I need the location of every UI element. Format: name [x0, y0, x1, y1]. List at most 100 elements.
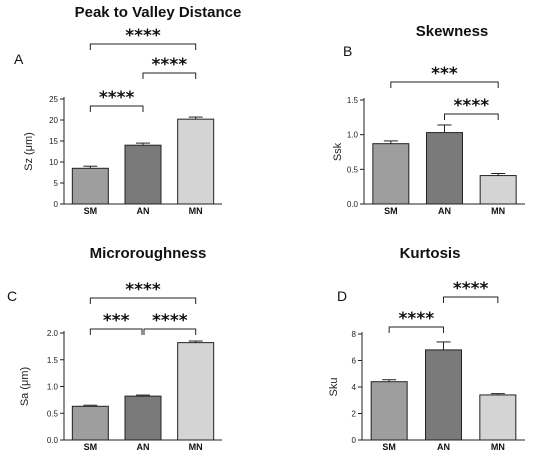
y-axis-label: Sz (μm)	[23, 132, 35, 171]
y-tick-label: 0.0	[47, 436, 59, 445]
y-tick-label: 0.5	[347, 165, 359, 174]
bar-mn	[479, 394, 517, 441]
bar-sm	[370, 381, 408, 441]
y-tick-label: 2.0	[47, 329, 59, 338]
significance-label: ***	[103, 311, 130, 331]
y-tick-label: 0	[352, 436, 357, 445]
panel-label: D	[337, 288, 347, 304]
y-tick-label: 10	[49, 158, 58, 167]
category-label: AN	[137, 206, 150, 216]
bar-an	[425, 349, 462, 441]
y-tick-label: 1.0	[347, 131, 359, 140]
category-label: MN	[189, 206, 203, 216]
error-bar	[83, 165, 98, 169]
significance-label: ****	[453, 279, 489, 299]
significance-label: ****	[399, 309, 435, 329]
error-bar	[491, 172, 506, 176]
bracket-line	[443, 296, 499, 303]
panel-label: C	[7, 288, 17, 304]
y-tick-label: 6	[352, 357, 357, 366]
significance-label: ****	[125, 26, 161, 46]
significance-label: ****	[99, 88, 135, 108]
error-bar	[83, 404, 98, 407]
bar-an	[124, 144, 162, 205]
bar-sm	[372, 143, 410, 205]
significance-bracket: ****	[443, 279, 499, 303]
bracket-line	[142, 72, 197, 79]
panel-label: A	[14, 51, 24, 67]
bracket-line	[89, 105, 144, 112]
error-bar	[188, 340, 203, 343]
significance-bracket: ****	[444, 96, 499, 120]
category-label: AN	[438, 206, 451, 216]
significance-bracket: ****	[89, 26, 197, 50]
chart-title: Skewness	[416, 23, 489, 40]
y-tick-label: 2	[352, 410, 357, 419]
y-axis-label: Sa (μm)	[19, 367, 31, 406]
significance-label: ****	[152, 55, 188, 75]
y-tick-label: 1.5	[347, 96, 359, 105]
significance-label: ****	[454, 96, 490, 116]
bar-sm	[71, 167, 109, 205]
error-bar	[437, 124, 452, 133]
category-label: SM	[84, 206, 98, 216]
error-bar	[382, 379, 397, 382]
bar-mn	[177, 342, 215, 441]
panel-a: Peak to Valley Distance A Sz (μm) 0 5 10 15 20 2…	[14, 4, 241, 216]
category-label: AN	[137, 442, 150, 452]
bracket-line	[89, 328, 143, 335]
category-label: SM	[84, 442, 98, 452]
error-bar	[383, 140, 398, 144]
error-bar	[136, 394, 150, 397]
y-axis-label: Sku	[328, 378, 340, 397]
y-tick-label: 0.0	[347, 200, 359, 209]
category-label: AN	[437, 442, 450, 452]
significance-bracket: ****	[89, 88, 144, 112]
bar-an	[124, 395, 162, 441]
y-tick-label: 4	[352, 383, 357, 392]
category-label: SM	[384, 206, 398, 216]
bar-mn	[479, 175, 517, 205]
significance-label: ****	[152, 311, 188, 331]
category-label: MN	[491, 206, 505, 216]
error-bar	[490, 393, 505, 395]
error-bar	[436, 341, 451, 350]
y-tick-label: 0.5	[47, 409, 59, 418]
bar-sm	[71, 405, 109, 441]
significance-bracket: ****	[388, 309, 444, 333]
error-bar	[188, 116, 203, 120]
bar-mn	[177, 118, 215, 205]
significance-bracket: ***	[89, 311, 143, 335]
bracket-line	[143, 328, 197, 335]
y-tick-label: 20	[49, 116, 58, 125]
chart-title: Microroughness	[90, 245, 207, 262]
category-label: SM	[382, 442, 396, 452]
y-tick-label: 25	[49, 95, 58, 104]
chart-title: Peak to Valley Distance	[75, 4, 242, 21]
y-tick-label: 1.5	[47, 356, 59, 365]
bracket-line	[89, 297, 197, 304]
significance-bracket: ***	[390, 64, 499, 88]
y-tick-label: 0	[54, 200, 59, 209]
chart-title: Kurtosis	[400, 245, 461, 262]
bracket-line	[89, 43, 197, 50]
error-bar	[136, 142, 150, 146]
significance-label: ***	[431, 64, 458, 84]
bracket-line	[444, 113, 499, 120]
significance-bracket: ****	[89, 280, 197, 304]
y-axis-label: Ssk	[332, 142, 344, 161]
panel-label: B	[343, 43, 352, 59]
significance-label: ****	[125, 280, 161, 300]
y-tick-label: 8	[352, 330, 357, 339]
panel-d: Kurtosis D Sku 0 2 4 6 8 SM AN MN **** ****	[328, 245, 525, 452]
bracket-line	[388, 326, 444, 333]
y-tick-label: 1.0	[47, 383, 59, 392]
category-label: MN	[491, 442, 505, 452]
significance-bracket: ****	[142, 55, 197, 79]
category-label: MN	[189, 442, 203, 452]
y-tick-label: 5	[54, 179, 59, 188]
bar-an	[426, 132, 463, 205]
y-tick-label: 15	[49, 137, 58, 146]
